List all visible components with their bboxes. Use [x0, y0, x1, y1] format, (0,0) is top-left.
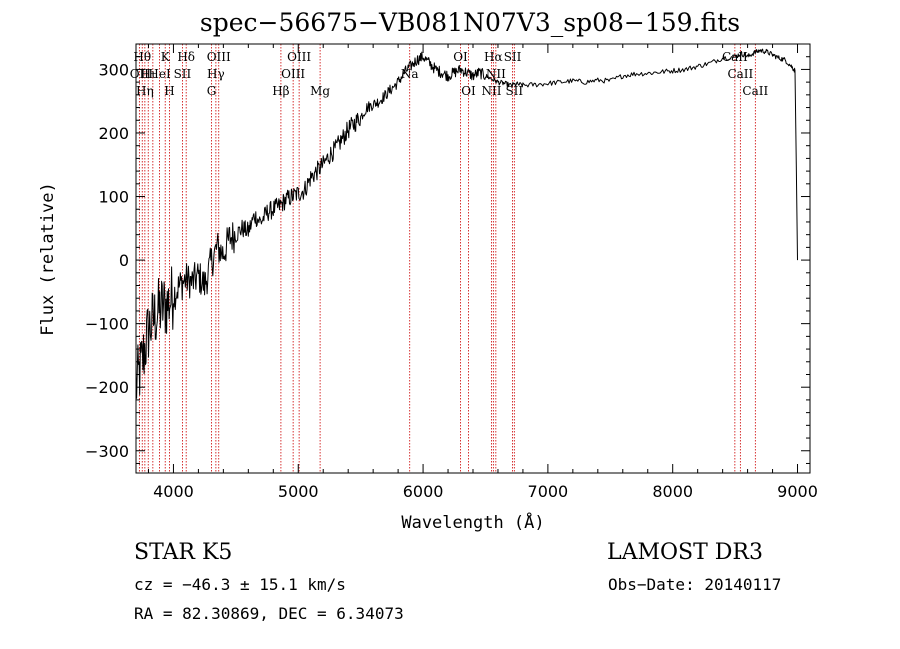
line-label: Hδ [177, 50, 195, 64]
redshift-velocity: cz = −46.3 ± 15.1 km/s [134, 575, 346, 594]
object-class: STAR K5 [134, 540, 233, 565]
y-tick-label: −100 [85, 315, 129, 334]
spectral-line-labels: OIIHθHηHιHeIKHSIIHδGHγOIIIHβOIIIOIIIMgNa… [130, 50, 769, 98]
line-label: HeI [148, 67, 171, 81]
line-label: OIII [281, 67, 305, 81]
line-label: Hι [141, 67, 156, 81]
y-axis-label: Flux (relative) [38, 182, 58, 336]
line-label: H [164, 84, 174, 98]
line-label: CaII [727, 67, 753, 81]
spectral-line-markers [138, 44, 756, 473]
x-tick-label: 9000 [777, 482, 818, 501]
x-tick-label: 6000 [403, 482, 444, 501]
x-tick-label: 5000 [278, 482, 319, 501]
y-tick-label: −300 [85, 442, 129, 461]
line-label: OII [130, 67, 150, 81]
line-label: Hβ [272, 84, 289, 98]
spectrum-line [135, 48, 798, 399]
line-label: OI [453, 50, 468, 64]
x-axis-label: Wavelength (Å) [401, 511, 544, 533]
x-axis: 4000 5000 6000 7000 8000 9000 [147, 44, 818, 501]
line-label: OI [461, 84, 476, 98]
observation-date: Obs−Date: 20140117 [608, 575, 782, 594]
line-label: OIII [207, 50, 231, 64]
line-label: Hγ [207, 67, 225, 81]
plot-frame [135, 43, 811, 474]
line-label: SII [174, 67, 192, 81]
ra-dec-coordinates: RA = 82.30869, DEC = 6.34073 [134, 604, 404, 623]
line-label: Mg [310, 84, 330, 98]
y-axis: −300 −200 −100 0 100 200 300 [85, 56, 810, 464]
line-label: Hη [136, 84, 154, 98]
line-label: SII [505, 84, 523, 98]
y-tick-label: −200 [85, 378, 129, 397]
line-label: CaII [722, 50, 748, 64]
line-label: Hθ [133, 50, 151, 64]
line-label: G [207, 84, 217, 98]
x-tick-label: 4000 [153, 482, 194, 501]
line-label: OIII [287, 50, 311, 64]
y-tick-label: 300 [98, 60, 129, 79]
line-label: CaII [742, 84, 768, 98]
y-tick-label: 200 [98, 124, 129, 143]
line-label: SII [504, 50, 522, 64]
x-tick-label: 8000 [652, 482, 693, 501]
x-tick-label: 7000 [528, 482, 569, 501]
line-label: NII [481, 84, 501, 98]
chart-title: spec−56675−VB081N07V3_sp08−159.fits [199, 8, 741, 37]
survey-name: LAMOST DR3 [607, 540, 763, 565]
line-label: Na [401, 67, 419, 81]
line-label: Hα [484, 50, 503, 64]
y-tick-label: 0 [119, 251, 129, 270]
line-label: K [161, 50, 171, 64]
line-label: NII [486, 67, 506, 81]
y-tick-label: 100 [98, 188, 129, 207]
